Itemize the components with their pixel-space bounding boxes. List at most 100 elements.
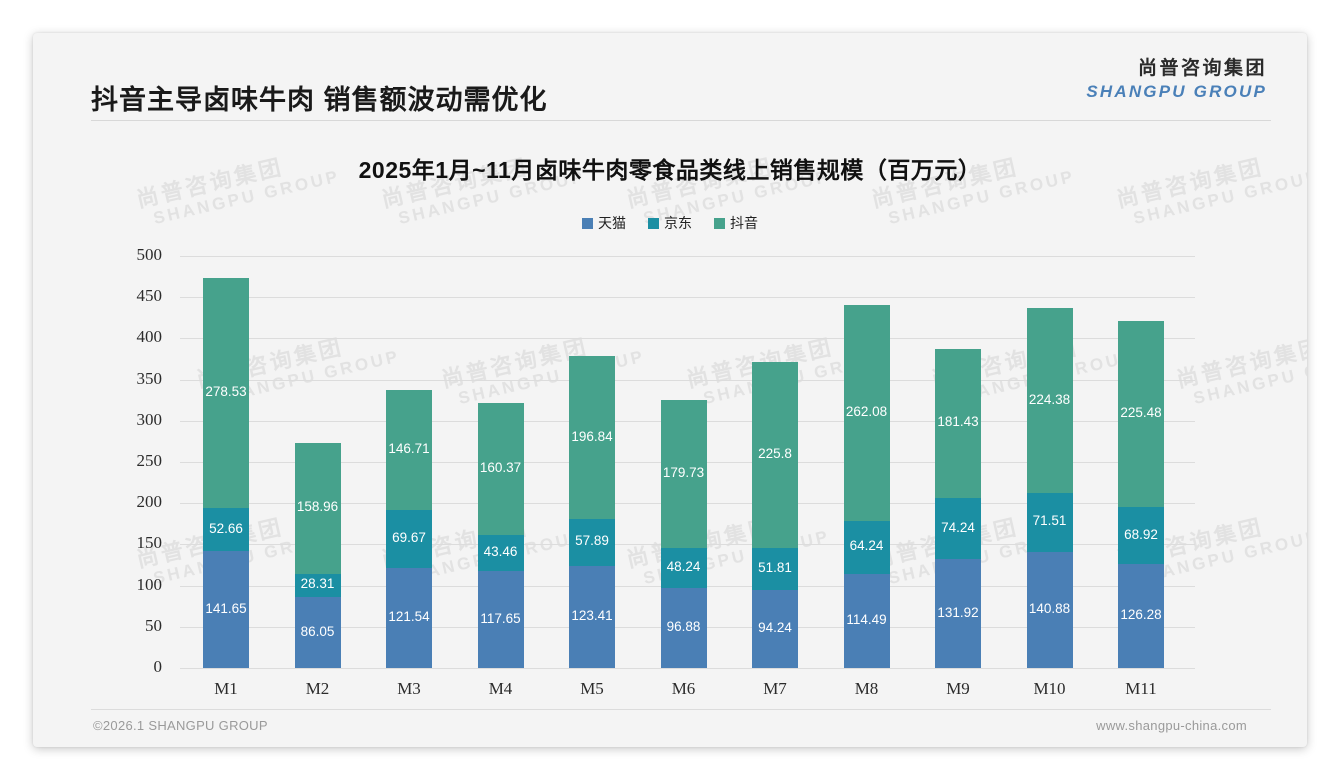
bar-value-label: 225.48 <box>1120 405 1162 421</box>
chart-title: 2025年1月~11月卤味牛肉零食品类线上销售规模（百万元） <box>358 157 982 183</box>
slide-header: 抖音主导卤味牛肉 销售额波动需优化 尚普咨询集团 SHANGPU GROUP <box>33 33 1307 123</box>
bar-segment-天猫[interactable]: 140.88 <box>1026 551 1073 668</box>
bar-value-label: 123.41 <box>571 608 613 624</box>
bar-value-label: 140.88 <box>1028 600 1071 616</box>
bar-segment-京东[interactable]: 64.24 <box>843 520 890 574</box>
y-axis-tick-label: 300 <box>136 409 163 429</box>
bar-segment-京东[interactable]: 28.31 <box>294 573 341 598</box>
y-axis-tick-label: 0 <box>153 657 163 676</box>
bar-segment-天猫[interactable]: 131.92 <box>935 559 981 668</box>
bar-stack[interactable]: 262.08 64.24 114.49 <box>843 304 890 668</box>
legend-item-京东[interactable]: 京东 <box>648 213 692 233</box>
bar-segment-天猫[interactable]: 126.28 <box>1118 563 1164 668</box>
bar-stack[interactable]: 160.37 43.46 117.65 <box>477 403 524 668</box>
x-axis-tick-label: M8 <box>854 679 879 698</box>
bar-segment-抖音[interactable]: 225.48 <box>1118 321 1164 508</box>
bar-segment-京东[interactable]: 51.81 <box>752 547 798 591</box>
bar-segment-抖音[interactable]: 262.08 <box>843 304 890 521</box>
bar-value-label: 158.96 <box>296 499 339 515</box>
bar-value-label: 96.88 <box>666 619 701 635</box>
bar-stack[interactable]: 181.43 74.24 131.92 <box>935 348 981 668</box>
bar-value-label: 117.65 <box>480 610 521 626</box>
grid-line <box>180 379 1195 381</box>
bar-stack[interactable]: 179.73 48.24 96.88 <box>660 400 707 668</box>
y-axis-tick-label: 150 <box>136 533 163 553</box>
bar-segment-抖音[interactable]: 196.84 <box>569 356 615 519</box>
bar-stack[interactable]: 224.38 71.51 140.88 <box>1026 308 1073 668</box>
x-axis-tick-label: M4 <box>488 679 513 698</box>
x-axis-tick-label: M5 <box>580 679 604 698</box>
bar-value-label: 51.81 <box>758 560 792 576</box>
legend-label: 天猫 <box>598 215 626 231</box>
bar-value-label: 181.43 <box>937 414 979 430</box>
bar-value-label: 146.71 <box>388 441 430 457</box>
bar-segment-抖音[interactable]: 225.8 <box>752 361 798 548</box>
bar-value-label: 179.73 <box>662 465 705 481</box>
bar-segment-京东[interactable]: 48.24 <box>660 548 707 589</box>
bar-segment-天猫[interactable]: 121.54 <box>386 567 432 668</box>
bar-stack[interactable]: 196.84 57.89 123.41 <box>569 356 615 668</box>
bar-segment-抖音[interactable]: 278.53 <box>203 278 249 508</box>
bar-value-label: 68.92 <box>1124 526 1158 542</box>
x-axis-tick-label: M7 <box>763 679 787 698</box>
bar-value-label: 57.89 <box>575 533 609 549</box>
bar-segment-抖音[interactable]: 181.43 <box>935 348 981 499</box>
y-axis-tick-label: 200 <box>136 492 163 512</box>
footer-website: www.shangpu-china.com <box>1096 718 1247 733</box>
legend-item-抖音[interactable]: 抖音 <box>714 213 758 233</box>
bar-value-label: 64.24 <box>849 538 884 554</box>
chart-plot-area: 0 50 100 150 200 250 300 350 400 450 500 278.53 52.6… <box>33 33 1307 747</box>
bar-value-label: 71.51 <box>1032 513 1067 529</box>
x-axis-tick-label: M10 <box>1033 679 1066 698</box>
legend-swatch-icon <box>648 217 659 229</box>
bar-segment-天猫[interactable]: 94.24 <box>752 590 798 668</box>
bar-stack[interactable]: 146.71 69.67 121.54 <box>386 389 432 668</box>
bar-segment-抖音[interactable]: 224.38 <box>1026 308 1073 493</box>
bar-segment-天猫[interactable]: 96.88 <box>660 588 707 668</box>
bar-value-label: 196.84 <box>571 428 613 444</box>
page-title: 抖音主导卤味牛肉 销售额波动需优化 <box>91 85 548 115</box>
bar-stack[interactable]: 158.96 28.31 86.05 <box>294 442 341 668</box>
bar-stack[interactable]: 278.53 52.66 141.65 <box>203 278 249 668</box>
bar-value-label: 262.08 <box>845 403 888 419</box>
bar-segment-抖音[interactable]: 160.37 <box>477 403 524 536</box>
y-axis-tick-label: 350 <box>136 368 163 388</box>
bar-stack[interactable]: 225.8 51.81 94.24 <box>752 361 798 668</box>
bar-value-label: 160.37 <box>479 460 522 476</box>
grid-line <box>180 338 1195 340</box>
bar-segment-天猫[interactable]: 141.65 <box>203 551 249 668</box>
bar-segment-天猫[interactable]: 86.05 <box>294 597 341 668</box>
bar-segment-抖音[interactable]: 179.73 <box>660 400 707 549</box>
bar-segment-天猫[interactable]: 114.49 <box>843 573 890 668</box>
bar-stack[interactable]: 225.48 68.92 126.28 <box>1118 321 1164 668</box>
bar-segment-天猫[interactable]: 123.41 <box>569 566 615 668</box>
bar-segment-京东[interactable]: 68.92 <box>1118 507 1164 564</box>
x-axis-tick-label: M3 <box>397 679 421 698</box>
bar-segment-京东[interactable]: 52.66 <box>203 507 249 552</box>
bar-segment-京东[interactable]: 43.46 <box>477 535 524 572</box>
bar-segment-京东[interactable]: 69.67 <box>386 510 432 568</box>
bar-value-label: 126.28 <box>1120 606 1162 622</box>
y-axis-tick-label: 250 <box>136 451 163 470</box>
legend-label: 京东 <box>664 215 692 231</box>
bar-segment-抖音[interactable]: 158.96 <box>294 442 341 574</box>
x-axis-tick-label: M6 <box>671 679 696 698</box>
chart-legend: 天猫 京东 抖音 <box>33 213 1307 233</box>
bar-value-label: 224.38 <box>1028 391 1071 407</box>
x-axis-tick-label: M9 <box>946 679 970 698</box>
bar-segment-京东[interactable]: 71.51 <box>1026 493 1073 552</box>
bar-value-label: 48.24 <box>666 559 701 575</box>
company-logo: 尚普咨询集团 SHANGPU GROUP <box>1086 58 1267 102</box>
y-axis-tick-label: 500 <box>136 245 163 264</box>
legend-item-天猫[interactable]: 天猫 <box>582 213 626 233</box>
bar-segment-天猫[interactable]: 117.65 <box>477 571 524 668</box>
bar-segment-京东[interactable]: 74.24 <box>935 498 981 560</box>
x-axis-tick-label: M2 <box>305 679 330 698</box>
bar-value-label: 69.67 <box>392 530 426 546</box>
bar-segment-京东[interactable]: 57.89 <box>569 518 615 567</box>
bar-segment-抖音[interactable]: 146.71 <box>386 389 432 511</box>
y-axis-tick-label: 50 <box>145 615 162 635</box>
bar-value-label: 121.54 <box>388 608 430 624</box>
bar-value-label: 131.92 <box>937 604 979 620</box>
y-axis-tick-label: 450 <box>136 286 163 306</box>
